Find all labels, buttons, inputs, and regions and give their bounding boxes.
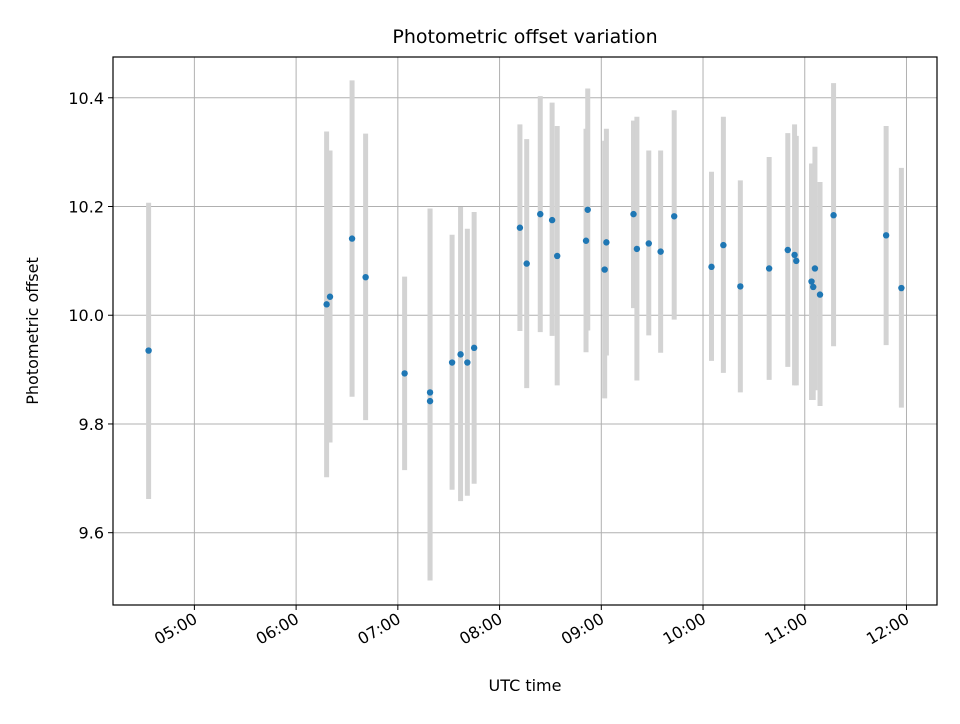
data-point [554,252,561,260]
data-point [537,210,544,218]
y-tick-label: 9.8 [79,415,104,434]
data-point [808,278,815,285]
data-point [362,273,369,281]
data-point [464,359,471,366]
data-point [793,257,800,265]
data-point [516,224,524,231]
data-point [830,212,837,219]
data-point [601,266,608,273]
data-point [584,206,591,213]
data-point [708,263,715,271]
data-point [898,284,905,292]
y-axis-label: Photometric offset [23,257,42,405]
y-tick-label: 10.4 [68,89,104,108]
data-point [882,232,890,239]
data-point [816,291,824,298]
data-point [470,344,478,352]
data-point [548,216,556,224]
y-tick-label: 9.6 [79,524,104,543]
data-point [811,265,819,272]
data-point [582,237,590,244]
data-point [457,351,464,358]
data-point [720,241,727,249]
data-point [603,239,610,246]
data-point [523,260,530,267]
data-point [645,240,652,247]
data-point [401,370,408,377]
data-point [784,246,791,254]
chart-title: Photometric offset variation [392,26,657,48]
data-point [326,293,334,300]
data-points [145,206,905,405]
plot-frame [112,56,938,606]
data-point [630,210,637,218]
data-point [633,245,641,253]
data-point [426,397,434,405]
data-point [671,213,678,220]
y-tick-label: 10.2 [68,198,104,217]
data-point [791,251,798,259]
data-point [348,235,356,242]
x-axis-label: UTC time [489,676,562,695]
data-point [657,248,664,255]
data-point [737,283,744,290]
data-point [448,359,456,366]
data-point [323,301,330,308]
data-point [426,389,434,396]
data-point [145,347,152,354]
data-point [810,283,817,291]
data-point [765,265,773,272]
y-tick-label: 10.0 [68,306,104,325]
